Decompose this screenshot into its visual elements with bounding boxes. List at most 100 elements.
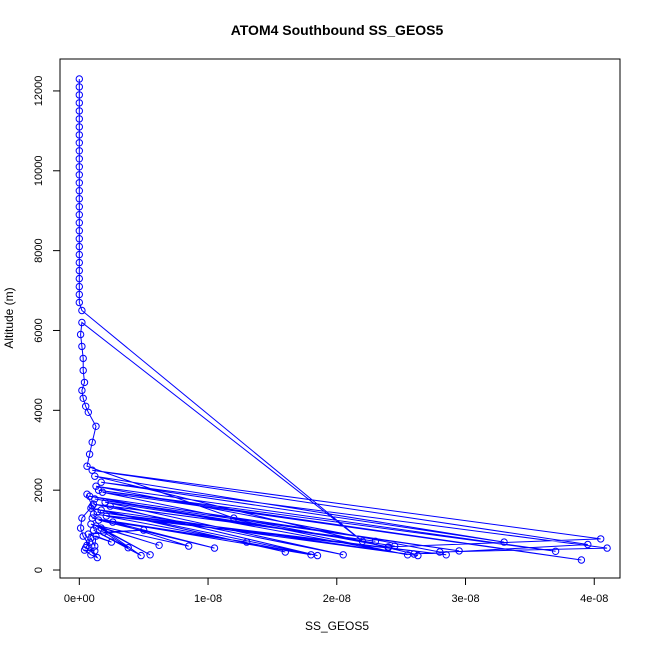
data-point <box>92 422 100 430</box>
data-point <box>384 544 392 552</box>
chart-title: ATOM4 Southbound SS_GEOS5 <box>231 22 444 38</box>
data-point <box>75 187 84 195</box>
data-point <box>146 551 154 559</box>
data-point <box>79 366 87 375</box>
data-point <box>124 544 132 552</box>
data-point <box>80 378 89 387</box>
data-point <box>243 538 251 546</box>
data-point <box>75 282 84 291</box>
data-point <box>102 512 111 520</box>
y-tick-label: 2000 <box>33 478 45 502</box>
data-point <box>78 514 86 522</box>
data-point <box>87 504 95 512</box>
y-tick-label: 6000 <box>33 318 45 342</box>
data-point <box>75 123 84 131</box>
data-point <box>107 538 116 546</box>
data-point <box>210 544 219 552</box>
data-point <box>75 147 84 155</box>
data-point <box>75 139 84 147</box>
data-point <box>603 544 611 552</box>
data-point <box>79 394 87 402</box>
x-tick-label: 0e+00 <box>64 593 95 605</box>
series-line <box>78 79 608 561</box>
data-point <box>84 408 93 416</box>
data-point <box>75 163 84 171</box>
data-point <box>89 500 98 508</box>
data-point <box>137 551 145 560</box>
data-point <box>84 530 93 538</box>
data-point <box>75 242 84 251</box>
data-point <box>82 402 90 410</box>
data-point <box>75 235 84 243</box>
data-point <box>75 155 84 163</box>
data-point <box>79 354 87 363</box>
data-point <box>358 537 367 545</box>
y-tick-label: 0 <box>33 567 45 573</box>
data-point <box>75 290 84 299</box>
series-lines <box>78 79 608 561</box>
x-tick-label: 2e-08 <box>323 593 351 605</box>
data-point <box>78 386 86 395</box>
data-point <box>91 542 99 550</box>
data-point <box>436 548 444 556</box>
data-point <box>584 540 592 549</box>
data-point <box>89 526 98 534</box>
data-point <box>230 514 238 522</box>
data-point <box>109 518 117 526</box>
data-point <box>403 551 412 559</box>
data-point <box>87 520 95 528</box>
data-point <box>307 551 315 559</box>
data-point <box>92 482 100 490</box>
data-point <box>455 547 463 555</box>
x-tick-label: 4e-08 <box>580 593 608 605</box>
x-axis-label: SS_GEOS5 <box>305 619 369 633</box>
data-point <box>88 466 96 474</box>
data-point <box>76 524 85 532</box>
data-point <box>597 535 605 543</box>
data-point <box>75 179 84 187</box>
data-point <box>91 547 99 555</box>
data-point <box>281 548 289 556</box>
data-point <box>100 528 108 536</box>
data-point <box>75 83 84 91</box>
data-point <box>97 524 105 532</box>
data-point <box>75 115 84 123</box>
data-point <box>85 450 94 458</box>
data-point <box>75 195 84 203</box>
data-point <box>76 330 85 339</box>
data-point <box>75 274 84 283</box>
data-point <box>78 318 86 327</box>
data-point <box>92 522 100 530</box>
data-point <box>78 342 86 351</box>
y-tick-label: 12000 <box>33 76 45 107</box>
data-point <box>94 516 103 524</box>
data-point <box>75 211 84 219</box>
data-point <box>89 510 98 518</box>
data-point <box>371 537 380 545</box>
data-point <box>78 306 86 315</box>
data-point <box>140 526 148 534</box>
data-point <box>93 553 102 562</box>
y-axis: 0 2000 4000 6000 8000 10000 12000 <box>33 76 61 573</box>
data-point <box>97 478 105 486</box>
data-point <box>75 107 84 115</box>
data-point <box>75 250 84 259</box>
data-point <box>75 266 84 275</box>
data-point <box>75 298 84 307</box>
data-point <box>155 541 163 549</box>
data-point <box>87 551 95 559</box>
data-point <box>339 551 347 559</box>
data-point <box>75 131 84 139</box>
data-point <box>91 495 99 503</box>
y-tick-label: 4000 <box>33 398 45 422</box>
y-tick-label: 10000 <box>33 155 45 186</box>
data-point <box>75 219 84 227</box>
x-tick-label: 3e-08 <box>451 593 479 605</box>
data-point <box>93 508 102 516</box>
data-point <box>88 502 96 510</box>
data-point <box>577 556 586 564</box>
data-point <box>75 258 84 267</box>
data-point <box>80 546 89 554</box>
data-point <box>85 538 94 546</box>
